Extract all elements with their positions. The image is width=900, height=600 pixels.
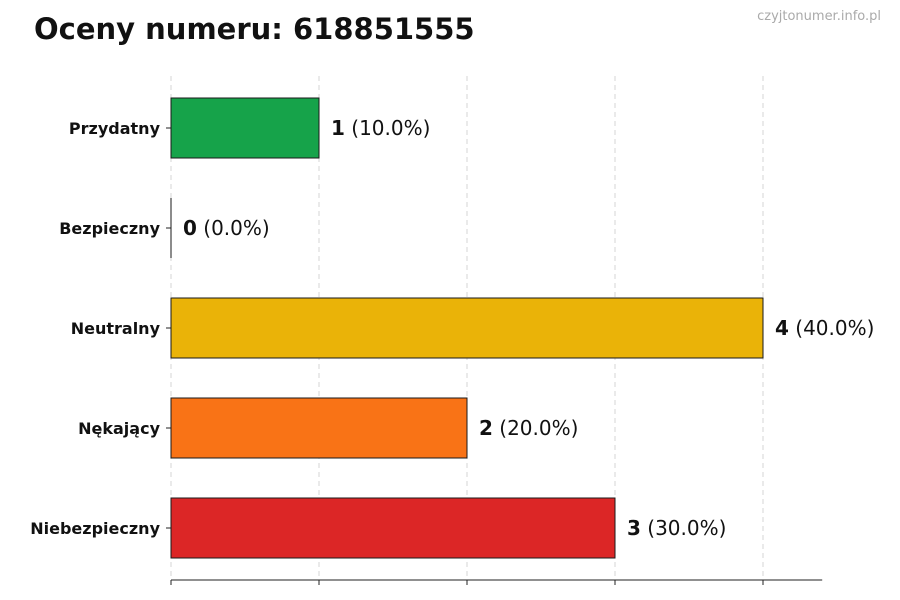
data-label-percent: (20.0%) <box>493 416 579 440</box>
bar <box>170 397 468 459</box>
data-label: 1 (10.0%) <box>331 116 430 140</box>
data-label-percent: (40.0%) <box>789 316 875 340</box>
data-label-count: 4 <box>775 316 789 340</box>
bar <box>170 297 764 359</box>
chart-title: Oceny numeru: 618851555 <box>34 12 475 46</box>
category-label: Nękający <box>78 419 160 438</box>
data-label-count: 3 <box>627 516 641 540</box>
data-label: 0 (0.0%) <box>183 216 270 240</box>
data-label-count: 1 <box>331 116 345 140</box>
data-label-percent: (0.0%) <box>197 216 270 240</box>
category-label: Niebezpieczny <box>30 519 160 538</box>
data-label: 3 (30.0%) <box>627 516 726 540</box>
data-label-count: 2 <box>479 416 493 440</box>
bar <box>170 497 616 559</box>
category-label: Bezpieczny <box>59 219 160 238</box>
data-label-percent: (30.0%) <box>641 516 727 540</box>
category-label: Przydatny <box>69 119 161 138</box>
data-label-count: 0 <box>183 216 197 240</box>
data-label: 2 (20.0%) <box>479 416 578 440</box>
site-watermark: czyjtonumer.info.pl <box>757 9 881 24</box>
category-label: Neutralny <box>71 319 161 338</box>
bar <box>170 97 320 159</box>
data-label-percent: (10.0%) <box>345 116 431 140</box>
data-label: 4 (40.0%) <box>775 316 874 340</box>
